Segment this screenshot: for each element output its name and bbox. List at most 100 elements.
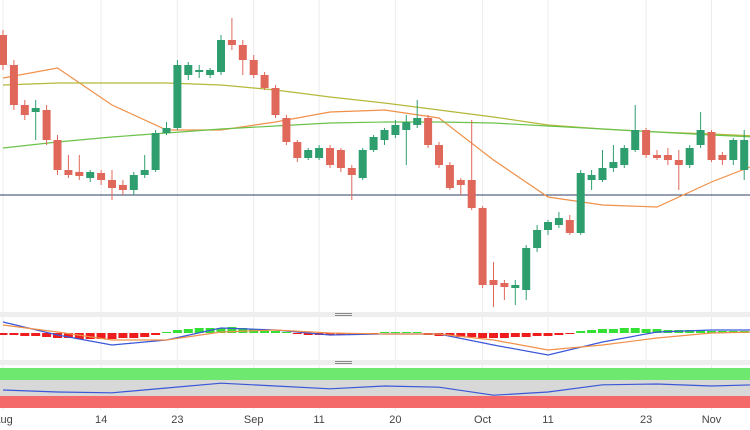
histogram-bar — [172, 330, 182, 333]
histogram-bar — [565, 333, 575, 334]
candle-body — [554, 218, 563, 225]
histogram-bar — [9, 333, 19, 335]
candle-body — [467, 180, 476, 208]
candle-body — [238, 45, 247, 60]
candle-body — [533, 230, 542, 248]
candle-body — [478, 208, 487, 285]
histogram-bar — [151, 333, 161, 335]
candle-body — [369, 137, 378, 150]
histogram-bar — [216, 328, 226, 333]
candle-body — [140, 170, 149, 175]
candle-body — [227, 40, 236, 45]
x-tick-label: 14 — [95, 414, 107, 426]
candle-body — [184, 65, 193, 75]
histogram-bar — [42, 333, 52, 337]
histogram-bar — [467, 333, 477, 337]
histogram-bar — [129, 333, 139, 338]
histogram-bar — [532, 333, 542, 336]
histogram-bar — [521, 333, 531, 337]
histogram-bar — [641, 329, 651, 333]
histogram-bar — [162, 332, 171, 333]
candle-body — [544, 222, 552, 230]
histogram-bar — [576, 331, 586, 333]
histogram-bar — [630, 328, 640, 333]
candle-body — [707, 132, 716, 160]
indicator-line — [2, 67, 750, 208]
candle-body — [97, 173, 106, 180]
histogram-bar — [489, 333, 498, 338]
candle-body — [206, 70, 215, 75]
candle-body — [358, 150, 367, 178]
histogram-bar — [401, 332, 411, 333]
histogram-bar — [696, 330, 706, 333]
candle-body — [347, 168, 356, 175]
histogram-bar — [554, 333, 564, 335]
histogram-bar — [31, 333, 41, 336]
candle-body — [53, 140, 62, 170]
divider-handle — [335, 361, 352, 364]
candle-body — [413, 118, 422, 125]
x-tick-label: Nov — [702, 414, 722, 426]
candle-body — [653, 155, 661, 158]
histogram-bar — [412, 332, 422, 333]
x-tick-label: Oct — [474, 414, 491, 426]
x-tick-label: Sep — [244, 414, 264, 426]
histogram-bar — [717, 331, 727, 333]
histogram-bar — [63, 333, 73, 338]
candle-body — [685, 148, 694, 165]
candle-body — [380, 130, 389, 140]
x-tick-label: Aug — [0, 414, 13, 426]
candle-body — [108, 180, 116, 188]
histogram-bar — [587, 330, 597, 333]
candle-body — [435, 145, 443, 165]
candle-body — [511, 285, 520, 288]
candle-body — [293, 142, 302, 158]
candle-body — [631, 130, 640, 150]
candle-body — [129, 175, 138, 190]
rsi-band — [0, 396, 750, 408]
panel-divider — [0, 360, 750, 365]
candle-body — [282, 118, 291, 142]
histogram-bar — [183, 329, 193, 333]
histogram-bar — [140, 333, 150, 337]
histogram-bar — [107, 333, 117, 339]
candle-body — [391, 125, 400, 135]
histogram-bar — [619, 328, 629, 333]
candle-body — [260, 75, 269, 88]
histogram-bar — [390, 332, 400, 333]
indicator-line — [2, 382, 750, 396]
candle-body — [696, 130, 705, 145]
histogram-bar — [445, 333, 455, 336]
histogram-bar — [227, 327, 237, 333]
candle-body — [336, 150, 345, 168]
histogram-bar — [608, 329, 618, 333]
candle-body — [500, 283, 509, 287]
candle-body — [42, 110, 51, 140]
candle-body — [587, 175, 596, 180]
candle-body — [598, 168, 607, 180]
histogram-bar — [271, 331, 280, 333]
candle-body — [75, 172, 84, 176]
candle-body — [565, 220, 574, 233]
candle-body — [402, 122, 411, 130]
histogram-bar — [598, 329, 607, 333]
candle-body — [445, 165, 454, 188]
candle-body — [151, 133, 160, 170]
x-tick-label: 23 — [640, 414, 652, 426]
candle-body — [31, 108, 40, 112]
panel-divider — [0, 312, 750, 317]
histogram-bar — [456, 333, 466, 337]
candle-body — [663, 155, 672, 160]
histogram-bar — [303, 333, 313, 335]
candle-body — [64, 170, 73, 175]
candle-body — [20, 105, 29, 115]
candle-body — [740, 140, 749, 170]
candle-body — [576, 173, 585, 233]
candle-body — [118, 185, 127, 190]
x-tick-label: 11 — [542, 414, 553, 426]
plot-area — [0, 18, 750, 408]
histogram-bar — [478, 333, 488, 338]
candle-body — [162, 128, 171, 133]
